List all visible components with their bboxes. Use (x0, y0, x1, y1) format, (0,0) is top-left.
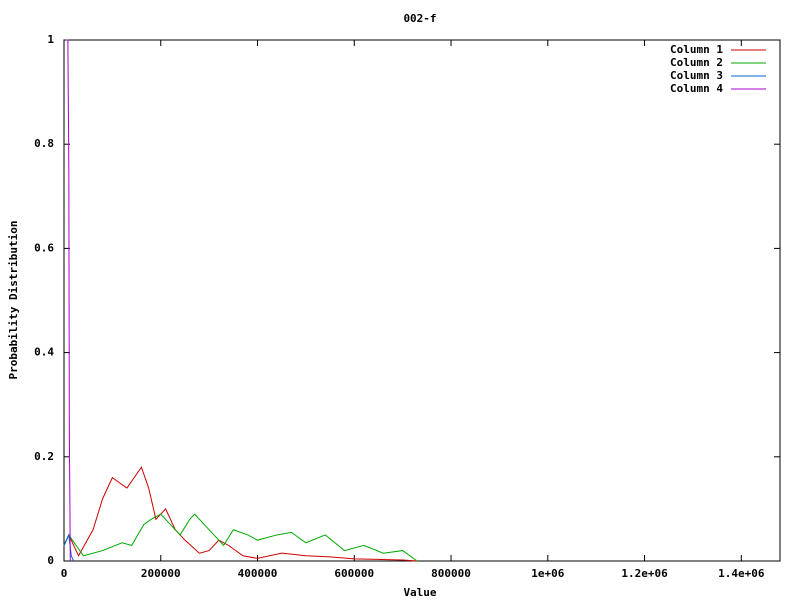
y-tick-label: 0 (47, 554, 54, 567)
legend-label: Column 1 (670, 43, 723, 56)
x-tick-label: 1.4e+06 (718, 567, 765, 580)
x-tick-label: 400000 (238, 567, 278, 580)
legend-label: Column 4 (670, 82, 723, 95)
x-tick-label: 800000 (431, 567, 471, 580)
plot-frame (63, 39, 781, 562)
y-axis-label: Probability Distribution (7, 221, 20, 380)
x-tick-label: 0 (61, 567, 68, 580)
legend-label: Column 2 (670, 56, 723, 69)
series-line (63, 513, 418, 562)
series-line (63, 466, 418, 562)
x-axis-label: Value (403, 586, 436, 599)
x-tick-label: 200000 (141, 567, 181, 580)
y-tick-label: 0.6 (34, 241, 54, 254)
y-tick-label: 1 (47, 33, 54, 46)
y-tick-label: 0.2 (34, 450, 54, 463)
x-tick-label: 1e+06 (531, 567, 564, 580)
legend-label: Column 3 (670, 69, 723, 82)
chart-title: 002-f (403, 12, 436, 25)
y-tick-label: 0.4 (34, 346, 54, 359)
y-tick-label: 0.8 (34, 137, 54, 150)
x-tick-label: 1.2e+06 (621, 567, 668, 580)
series-line (63, 533, 75, 562)
series-line (65, 39, 71, 562)
x-tick-label: 600000 (334, 567, 374, 580)
